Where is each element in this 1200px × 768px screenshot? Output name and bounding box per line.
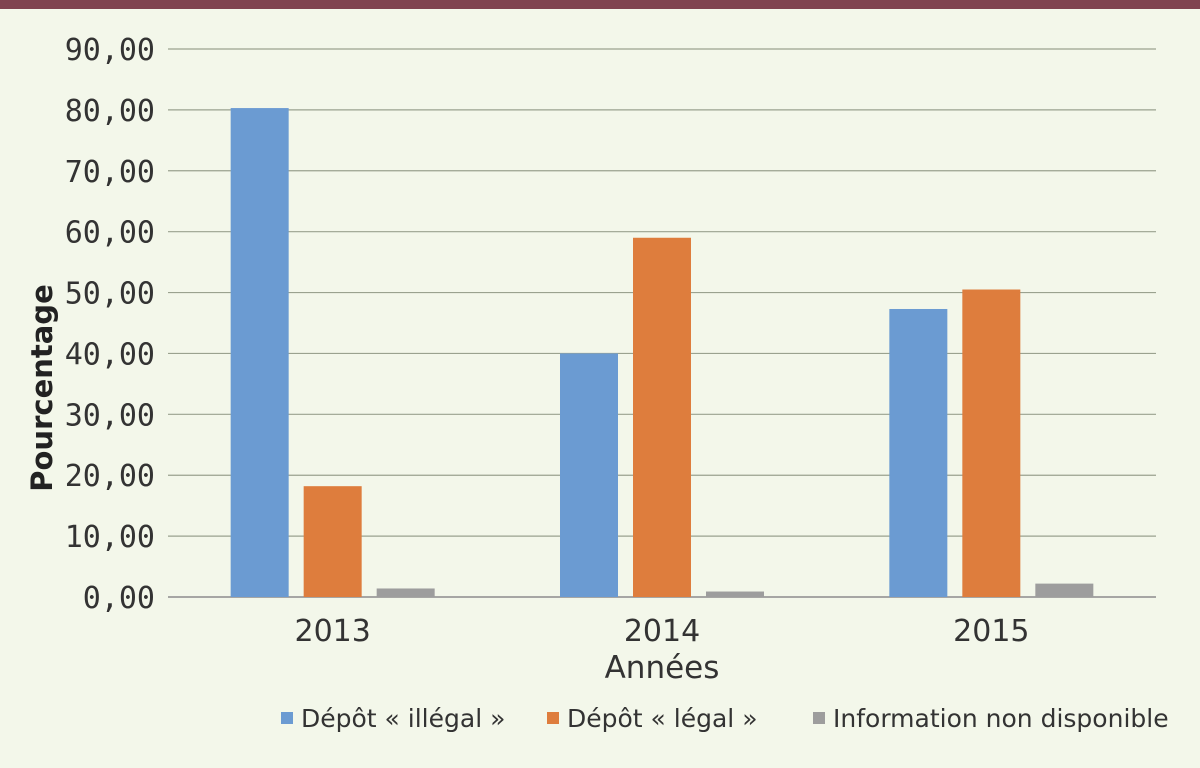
- y-axis-title: Pourcentage: [25, 284, 59, 492]
- legend-swatch-2: [547, 712, 559, 724]
- y-tick-label: 60,00: [65, 216, 155, 251]
- legend-label-2: Dépôt « légal »: [567, 704, 758, 733]
- bar-2013-series-2: [303, 486, 362, 597]
- bar-2013-series-3: [376, 588, 435, 597]
- bar-2014-series-3: [706, 591, 764, 597]
- y-tick-label: 50,00: [65, 277, 155, 312]
- bar-2015-series-3: [1035, 583, 1094, 597]
- bar-2015-series-1: [889, 308, 948, 597]
- legend-swatch-3: [813, 712, 825, 724]
- x-tick-label-2013: 2013: [294, 614, 370, 649]
- legend-label-3: Information non disponible: [833, 704, 1169, 733]
- y-tick-label: 70,00: [65, 155, 155, 190]
- x-axis-title: Années: [605, 650, 720, 686]
- bar-2015-series-2: [962, 289, 1021, 597]
- y-axis-tick-labels: 0,00 10,00 20,00 30,00 40,00 50,00 60,00 70,00 8…: [65, 33, 155, 616]
- legend-swatch-1: [281, 712, 293, 724]
- legend-label-1: Dépôt « illégal »: [301, 704, 505, 733]
- bar-2014-series-1: [560, 353, 618, 597]
- y-tick-label: 40,00: [65, 337, 155, 372]
- legend: Dépôt « illégal » Dépôt « légal » Informat…: [281, 704, 1169, 733]
- y-tick-label: 0,00: [83, 581, 155, 616]
- bar-2013-series-1: [230, 108, 289, 597]
- x-axis-tick-labels: 2013 2014 2015: [294, 614, 1029, 649]
- x-tick-label-2014: 2014: [624, 614, 700, 649]
- y-tick-label: 80,00: [65, 94, 155, 129]
- y-tick-label: 20,00: [65, 459, 155, 494]
- y-tick-label: 90,00: [65, 33, 155, 68]
- bars: [230, 108, 1094, 597]
- y-tick-label: 30,00: [65, 398, 155, 433]
- y-tick-label: 10,00: [65, 520, 155, 555]
- top-accent-bar: [0, 0, 1200, 9]
- bar-2014-series-2: [633, 237, 691, 597]
- x-tick-label-2015: 2015: [953, 614, 1029, 649]
